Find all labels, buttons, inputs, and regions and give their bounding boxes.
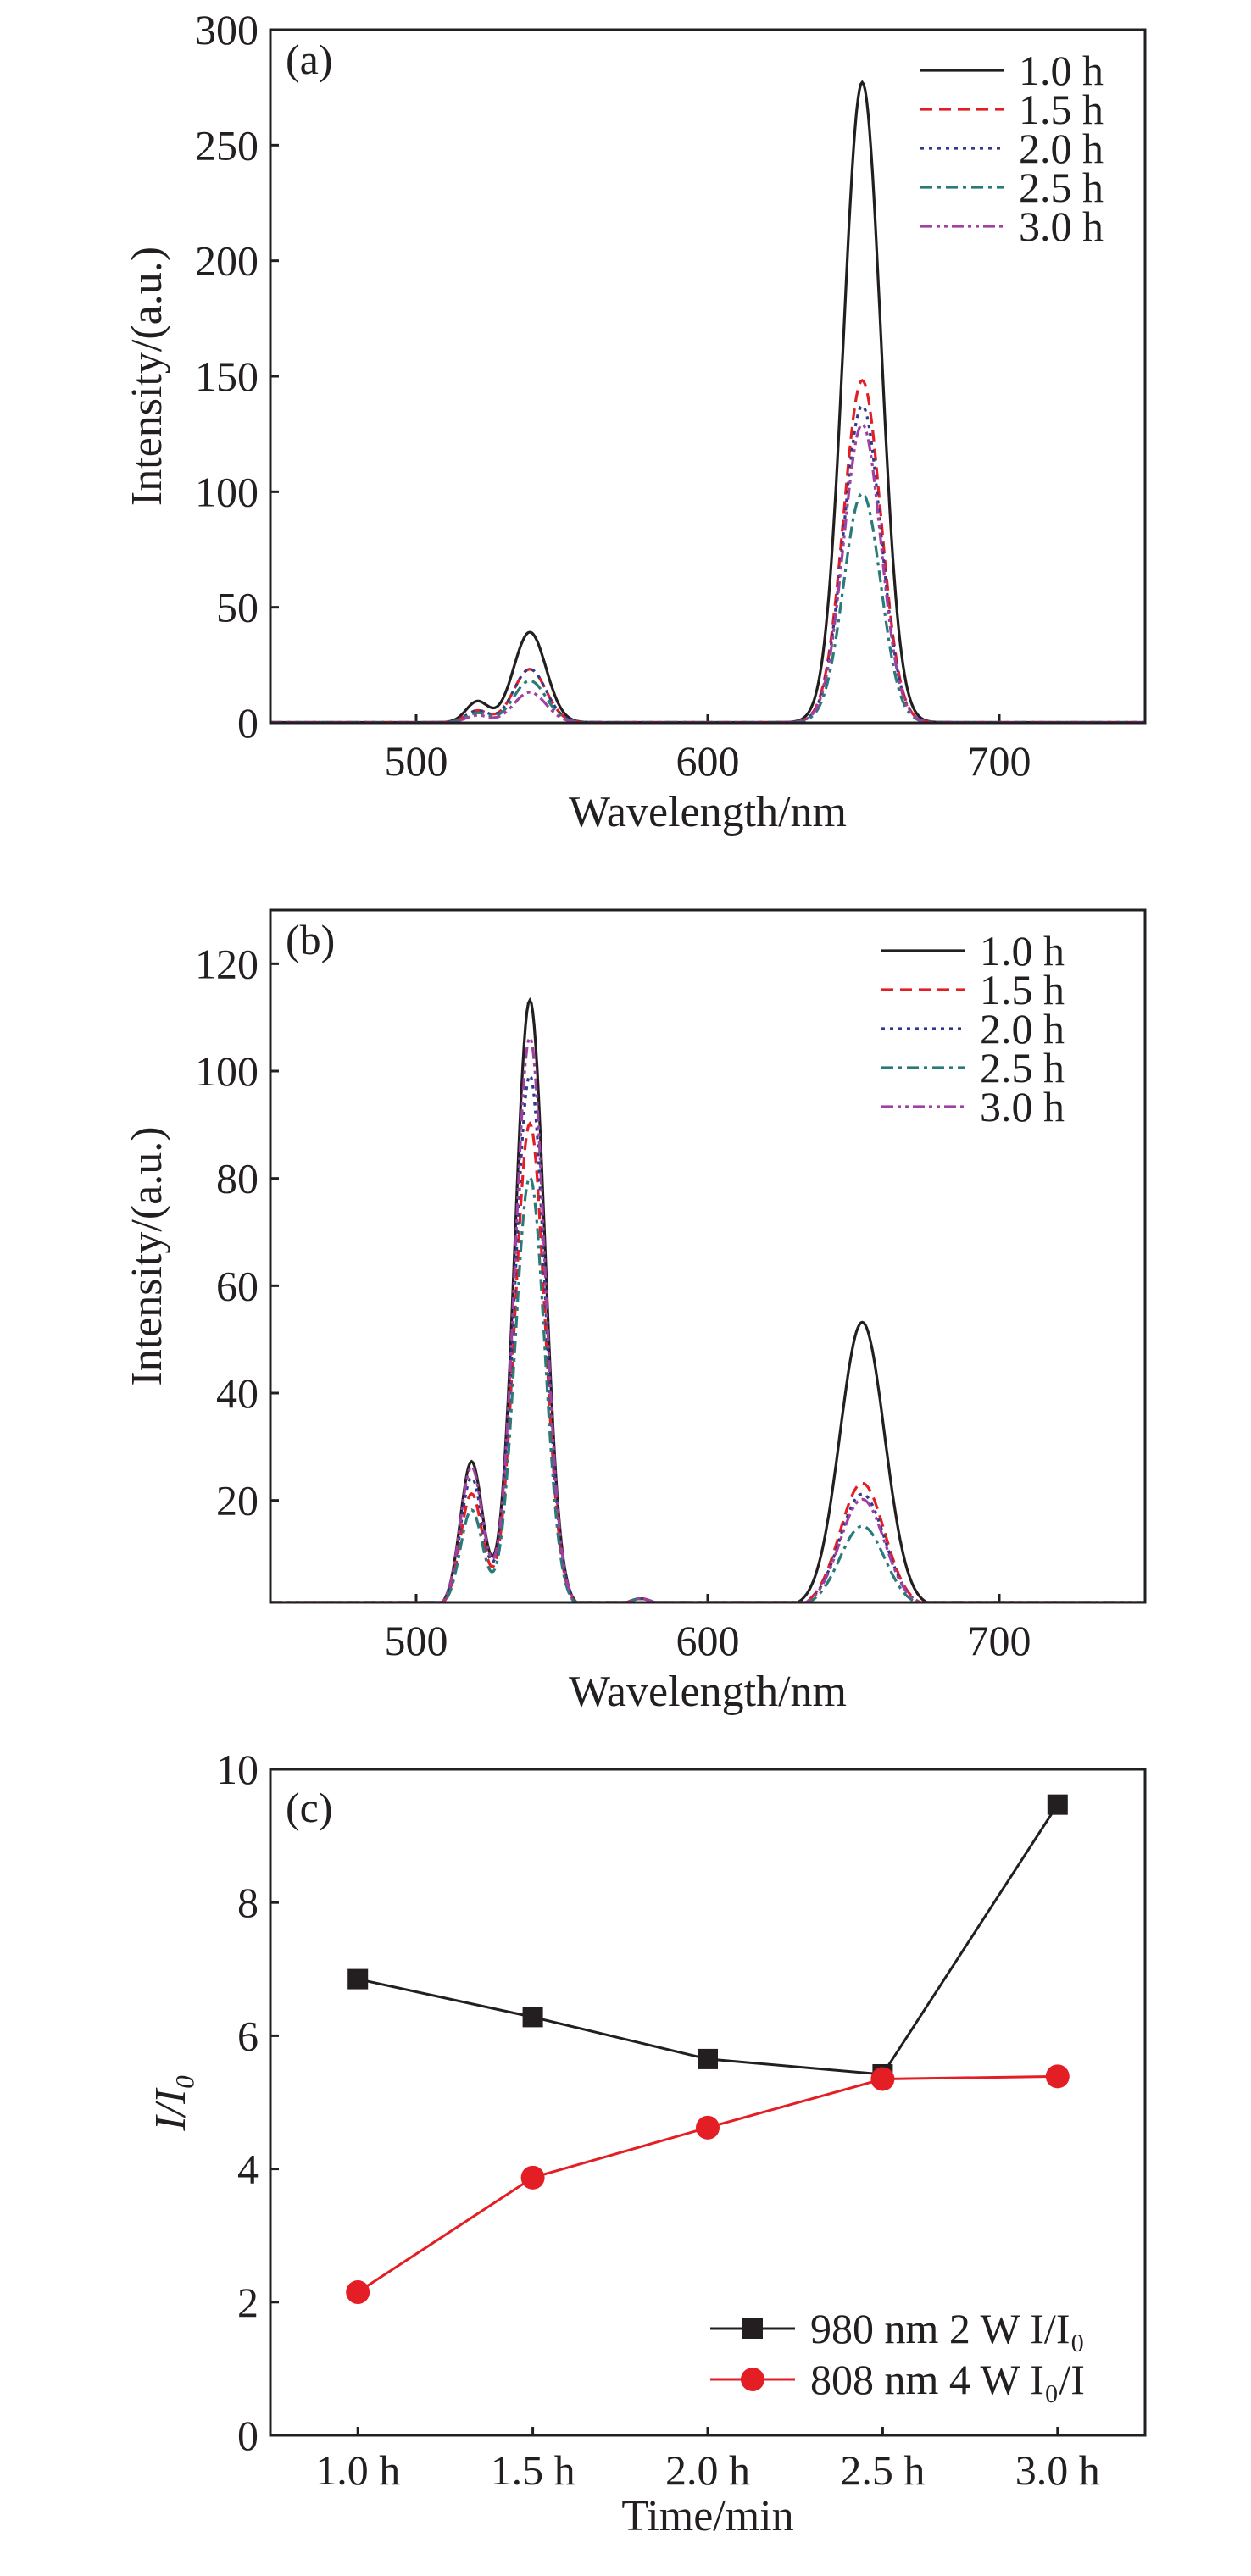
x-tick-label: 700 [968, 737, 1031, 785]
plot-frame [269, 28, 1147, 724]
legend-label: 2.0 h [980, 1005, 1065, 1052]
data-point-circle [1045, 2064, 1070, 2089]
data-point-square [522, 2007, 543, 2028]
series-line-20h [270, 1072, 1145, 1602]
series-line-25h [270, 1174, 1145, 1602]
series-line-20h [270, 403, 1145, 722]
panel-label: (a) [286, 36, 333, 83]
y-tick-label: 100 [195, 1047, 259, 1095]
y-tick-label: 120 [195, 940, 259, 987]
series-line-30h [270, 422, 1145, 722]
chart-panel-a: 0 50 100 150 200 250 300 500 600 700 Wavelength/nm… [123, 6, 1147, 836]
x-tick-label: 500 [385, 1617, 448, 1664]
x-tick-label: 600 [676, 737, 740, 785]
legend-label: 2.5 h [980, 1044, 1065, 1091]
data-point-circle [870, 2067, 895, 2091]
series-line-25h [270, 491, 1145, 722]
data-point-circle [520, 2165, 545, 2190]
y-tick-label: 150 [195, 353, 259, 400]
y-tick-label: 10 [216, 1746, 259, 1793]
x-tick-label: 700 [968, 1617, 1031, 1664]
data-point-circle [696, 2115, 720, 2140]
x-axis-label: Wavelength/nm [569, 1668, 847, 1716]
x-tick-label: 600 [676, 1617, 740, 1664]
y-tick-label: 8 [237, 1879, 259, 1926]
y-tick-label: 0 [237, 2412, 259, 2459]
y-tick-label: 50 [216, 584, 259, 631]
legend-label: 3.0 h [1019, 203, 1104, 250]
legend-label: 1.0 h [980, 927, 1065, 974]
x-axis-label: Wavelength/nm [569, 788, 847, 836]
y-tick-label: 6 [237, 2012, 259, 2059]
y-axis-label: I/I₀ [147, 2074, 195, 2131]
y-tick-label: 20 [216, 1477, 259, 1524]
plot-frame [269, 908, 1147, 1604]
y-tick-label: 4 [237, 2146, 259, 2193]
data-point-square [698, 2048, 718, 2069]
y-tick-label: 100 [195, 468, 259, 515]
y-tick-label: 2 [237, 2279, 259, 2326]
legend-marker-circle [741, 2368, 764, 2391]
data-point-square [348, 1968, 369, 1990]
x-tick-label: 1.5 h [491, 2446, 575, 2494]
x-axis-label: Time/min [621, 2492, 793, 2540]
y-axis-label: Intensity/(a.u.) [123, 247, 171, 506]
legend-marker-square [742, 2318, 763, 2339]
series-line-15h [270, 378, 1145, 722]
data-point-square [1047, 1794, 1068, 1815]
legend-label: 808 nm 4 W I₀/I [810, 2356, 1085, 2403]
legend-label: 1.5 h [1019, 86, 1104, 133]
legend-label: 1.0 h [1019, 47, 1104, 94]
y-tick-label: 0 [237, 699, 259, 747]
panel-label: (c) [286, 1784, 333, 1831]
y-tick-label: 80 [216, 1155, 259, 1202]
x-tick-label: 3.0 h [1015, 2446, 1100, 2494]
y-tick-label: 40 [216, 1369, 259, 1417]
x-tick-label: 2.5 h [840, 2446, 925, 2494]
x-tick-label: 2.0 h [665, 2446, 750, 2494]
y-tick-label: 200 [195, 237, 259, 285]
chart-panel-b: 20 40 60 80 100 120 500 600 700 Wavelength/nm Inte… [123, 908, 1147, 1716]
series-line-10h [270, 80, 1145, 722]
y-tick-label: 250 [195, 121, 259, 169]
series-line [357, 2074, 1058, 2294]
x-tick-label: 1.0 h [315, 2446, 400, 2494]
chart-panel-c: 0 2 4 6 8 10 1.0 h 1.5 h 2.0 h 2.5 h 3.0 h Time/min… [147, 1746, 1147, 2540]
series-line [357, 1803, 1059, 2076]
y-tick-label: 60 [216, 1262, 259, 1309]
x-tick-label: 500 [385, 737, 448, 785]
series-line-15h [270, 1121, 1145, 1602]
legend-label: 980 nm 2 W I/I₀ [810, 2305, 1085, 2352]
plot-frame [269, 1768, 1147, 2437]
legend-label: 2.5 h [1019, 164, 1104, 211]
y-axis-label: Intensity/(a.u.) [123, 1126, 171, 1385]
legend-label: 3.0 h [980, 1083, 1065, 1130]
y-tick-label: 300 [195, 6, 259, 53]
legend-label: 2.0 h [1019, 125, 1104, 172]
series-group [270, 80, 1145, 722]
legend-label: 1.5 h [980, 966, 1065, 1013]
data-point-circle [346, 2280, 370, 2305]
panel-label: (b) [286, 916, 335, 963]
